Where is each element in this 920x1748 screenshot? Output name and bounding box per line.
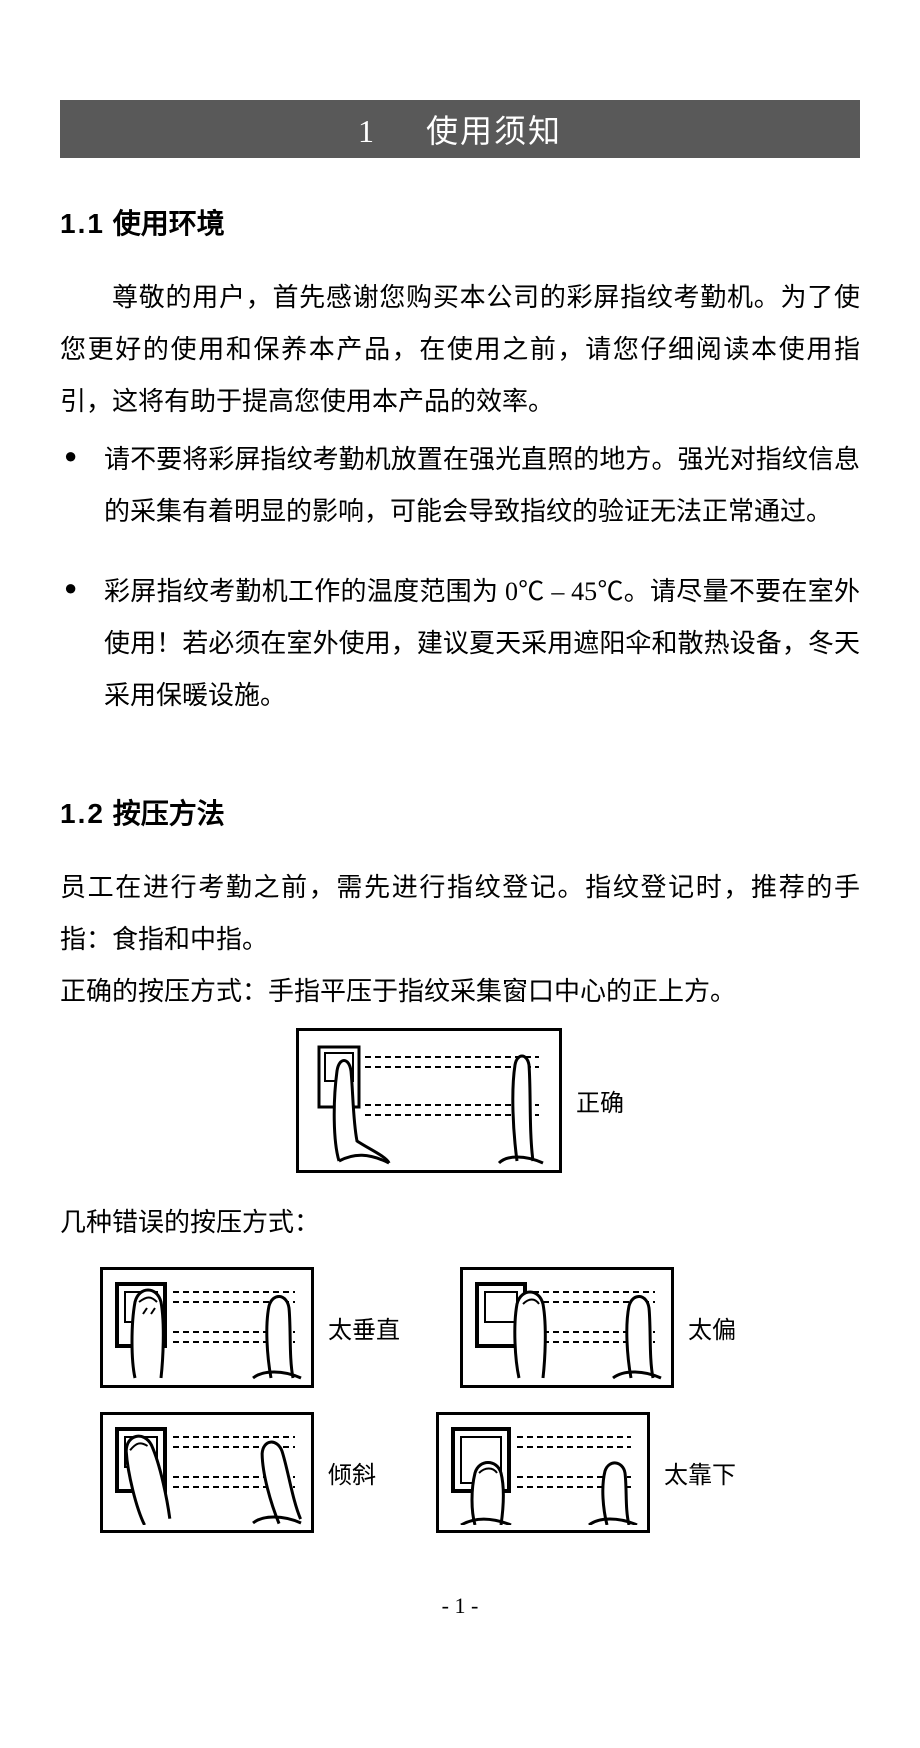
figure-correct-label: 正确 (576, 1083, 624, 1118)
figure-wrong-1-label: 太垂直 (328, 1310, 400, 1345)
chapter-bar: 1 使用须知 (60, 100, 860, 158)
section-1-2-heading: 1.2 按压方法 (60, 792, 860, 832)
chapter-title: 使用须知 (426, 113, 562, 149)
section-1-2-p1: 员工在进行考勤之前，需先进行指纹登记。指纹登记时，推荐的手指：食指和中指。 (60, 862, 860, 966)
figure-wrong-3-label: 倾斜 (328, 1455, 376, 1490)
section-1-1-intro: 尊敬的用户，首先感谢您购买本公司的彩屏指纹考勤机。为了使您更好的使用和保养本产品… (60, 272, 860, 428)
figure-wrong-4-label: 太靠下 (664, 1455, 736, 1490)
figure-wrong-2: 太偏 (460, 1267, 736, 1388)
page-number: - 1 - (60, 1593, 860, 1619)
figure-wrong-4: 太靠下 (436, 1412, 736, 1533)
section-1-2-p2: 正确的按压方式：手指平压于指纹采集窗口中心的正上方。 (60, 966, 860, 1018)
bullet-item: 彩屏指纹考勤机工作的温度范围为 0℃ – 45℃。请尽量不要在室外使用！若必须在… (60, 566, 860, 722)
figure-wrong-3: 倾斜 (100, 1412, 376, 1533)
section-1-2-title: 按压方法 (113, 798, 225, 829)
figure-wrong-2-label: 太偏 (688, 1310, 736, 1345)
figure-correct: 正确 (296, 1028, 624, 1173)
section-1-1-heading: 1.1 使用环境 (60, 202, 860, 242)
section-1-2-number: 1.2 (60, 798, 105, 829)
section-1-1-number: 1.1 (60, 208, 105, 239)
figure-wrong-4-box (436, 1412, 650, 1533)
section-1-1-title: 使用环境 (113, 208, 225, 239)
figure-wrong-1-box (100, 1267, 314, 1388)
figure-wrong-3-box (100, 1412, 314, 1533)
chapter-number: 1 (358, 113, 376, 149)
section-1-1-bullets: 请不要将彩屏指纹考勤机放置在强光直照的地方。强光对指纹信息的采集有着明显的影响，… (60, 434, 860, 722)
figure-wrong-1: 太垂直 (100, 1267, 400, 1388)
bullet-item: 请不要将彩屏指纹考勤机放置在强光直照的地方。强光对指纹信息的采集有着明显的影响，… (60, 434, 860, 538)
figure-correct-box (296, 1028, 562, 1173)
figure-wrong-2-box (460, 1267, 674, 1388)
section-1-2-p3: 几种错误的按压方式： (60, 1197, 860, 1249)
